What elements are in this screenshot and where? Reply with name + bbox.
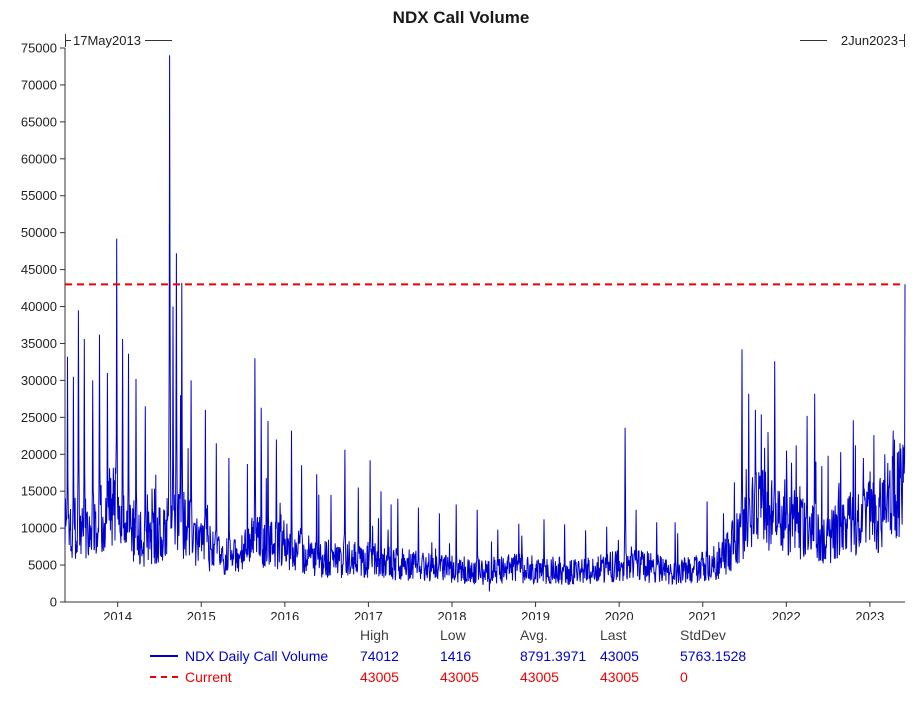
current-high: 43005 — [360, 668, 399, 685]
x-tick-label: 2020 — [605, 609, 634, 620]
y-tick-label: 65000 — [21, 114, 57, 129]
legend-series-name: NDX Daily Call Volume — [185, 647, 329, 664]
y-tick-label: 0 — [50, 595, 57, 610]
legend-header-low: Low — [440, 626, 466, 643]
y-tick-label: 10000 — [21, 521, 57, 536]
x-tick-label: 2014 — [103, 609, 132, 620]
legend-label-current: Current — [150, 669, 360, 685]
y-tick-label: 75000 — [21, 41, 57, 56]
red-dashed-swatch-icon — [150, 675, 178, 678]
y-tick-label: 45000 — [21, 262, 57, 277]
y-tick-label: 55000 — [21, 188, 57, 203]
volume-series-path — [64, 55, 906, 592]
legend-header-avg: Avg. — [520, 626, 548, 643]
y-tick-label: 35000 — [21, 336, 57, 351]
y-tick-label: 30000 — [21, 373, 57, 388]
x-tick-label: 2022 — [772, 609, 801, 620]
call-volume-high: 74012 — [360, 647, 399, 664]
legend-header-high: High — [360, 626, 389, 643]
chart-title: NDX Call Volume — [392, 8, 530, 27]
legend-header-row: High Low Avg. Last StdDev — [150, 624, 922, 645]
range-end-label: 2Jun2023 — [841, 33, 898, 48]
x-tick-label: 2023 — [855, 609, 884, 620]
legend-header-stddev: StdDev — [680, 626, 726, 643]
y-tick-label: 60000 — [21, 151, 57, 166]
y-tick-label: 70000 — [21, 77, 57, 92]
current-avg: 43005 — [520, 668, 559, 685]
x-tick-label: 2017 — [354, 609, 383, 620]
call-volume-avg: 8791.3971 — [520, 647, 587, 664]
x-tick-label: 2018 — [438, 609, 467, 620]
legend: High Low Avg. Last StdDev NDX Daily Call… — [0, 624, 922, 687]
legend-row-current: Current 43005 43005 43005 43005 0 — [150, 666, 922, 687]
call-volume-low: 1416 — [440, 647, 472, 664]
y-tick-label: 20000 — [21, 447, 57, 462]
y-tick-label: 25000 — [21, 410, 57, 425]
current-stddev: 0 — [680, 668, 688, 685]
y-tick-label: 5000 — [28, 558, 57, 573]
call-volume-last: 43005 — [600, 647, 639, 664]
legend-label-call-volume: NDX Daily Call Volume — [150, 648, 360, 664]
y-tick-label: 40000 — [21, 299, 57, 314]
blue-line-swatch-icon — [150, 654, 178, 657]
current-last: 43005 — [600, 668, 639, 685]
legend-row-call-volume: NDX Daily Call Volume 74012 1416 8791.39… — [150, 645, 922, 666]
x-tick-label: 2015 — [187, 609, 216, 620]
x-tick-label: 2016 — [270, 609, 299, 620]
call-volume-stddev: 5763.1528 — [680, 647, 747, 664]
y-tick-label: 50000 — [21, 225, 57, 240]
x-tick-label: 2019 — [521, 609, 550, 620]
y-tick-label: 15000 — [21, 484, 57, 499]
volume-chart: 17May2013 2Jun2023 0 5000 10000 15000 20000 2… — [21, 33, 906, 620]
range-start-label: 17May2013 — [73, 33, 141, 48]
legend-header-last: Last — [600, 626, 627, 643]
current-low: 43005 — [440, 668, 479, 685]
x-tick-label: 2021 — [688, 609, 717, 620]
legend-series-name: Current — [185, 668, 232, 685]
